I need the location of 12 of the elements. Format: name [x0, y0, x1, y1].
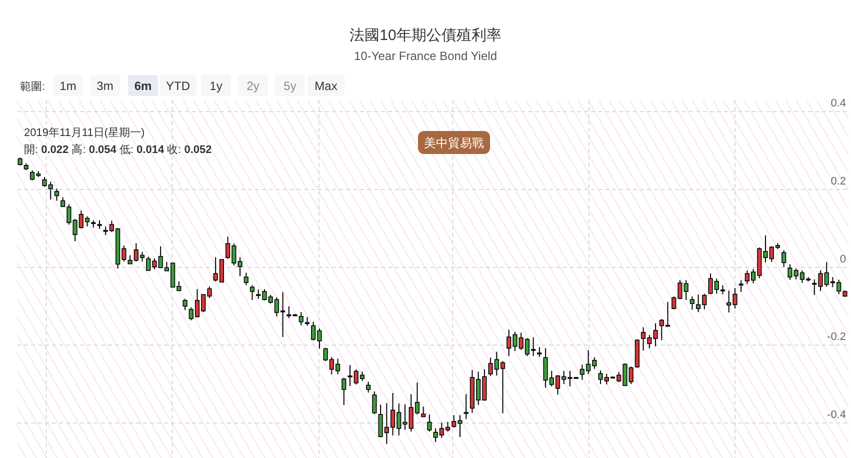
y-tick-label: -0.2 [827, 331, 846, 344]
annotation: 2019年11月11日(星期一) [24, 127, 145, 139]
y-tick-label: 0.2 [830, 176, 846, 188]
chart-title: 法國10年期公債殖利率 [350, 27, 502, 44]
annotation: 開: 0.022 高: 0.054 低: 0.014 收: 0.052 [24, 143, 212, 156]
y-tick-label: -0.4 [827, 408, 846, 421]
y-tick-label: 0.4 [830, 98, 846, 110]
chart-subtitle: 10-Year France Bond Yield [354, 49, 497, 63]
event-flag: 美中貿易戰 [418, 131, 490, 154]
y-tick-label: 0 [840, 253, 846, 266]
annotation: 美中貿易戰 [424, 136, 484, 150]
text: 範圍: [20, 81, 46, 93]
